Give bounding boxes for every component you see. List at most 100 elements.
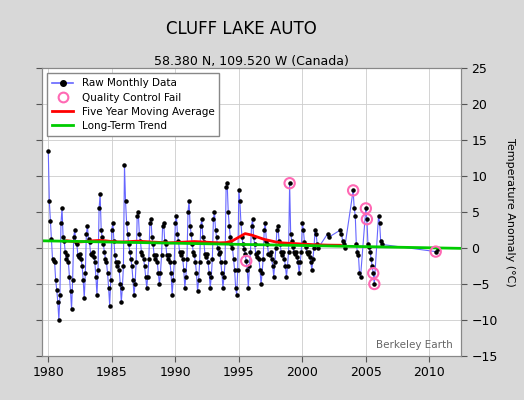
Point [221,259,230,266]
Point [58,205,66,212]
Point [261,220,269,226]
Point [121,162,129,168]
Point [210,209,219,215]
Point [158,223,167,230]
Point [146,220,154,226]
Point [297,248,305,255]
Point [191,259,200,266]
Point [364,241,372,248]
Point [304,248,313,255]
Point [176,248,184,255]
Point [195,259,204,266]
Point [289,243,297,250]
Point [174,238,183,244]
Point [128,263,136,269]
Point [141,274,150,280]
Point [86,250,95,257]
Point [237,220,245,226]
Point [132,259,140,266]
Point [138,252,147,258]
Point [256,266,264,273]
Point [97,227,105,233]
Point [363,216,371,222]
Point [201,250,209,257]
Point [122,198,130,204]
Point [362,205,370,212]
Point [300,239,309,246]
Point [185,198,193,204]
Point [137,248,146,255]
Point [308,266,316,273]
Point [302,248,311,255]
Point [211,227,220,233]
Point [288,238,296,244]
Point [101,256,110,262]
Point [209,216,217,222]
Point [190,252,199,258]
Point [64,259,72,266]
Point [105,302,114,309]
Point [114,259,122,266]
Point [260,227,268,233]
Point [295,270,303,276]
Point [51,277,60,284]
Point [119,263,128,269]
Point [281,263,290,269]
Point [247,223,256,230]
Point [181,284,189,291]
Point [147,216,155,222]
Point [148,234,156,240]
Point [204,259,212,266]
Y-axis label: Temperature Anomaly (°C): Temperature Anomaly (°C) [505,138,515,286]
Point [263,241,271,248]
Point [311,227,319,233]
Point [166,259,174,266]
Point [245,263,254,269]
Point [351,212,359,219]
Point [60,238,68,244]
Point [274,223,282,230]
Point [280,256,289,262]
Point [336,227,345,233]
Point [44,148,52,154]
Point [341,245,349,251]
Point [375,220,384,226]
Point [74,252,82,258]
Point [216,259,225,266]
Point [292,248,300,255]
Point [219,284,227,291]
Point [293,254,301,260]
Point [103,270,112,276]
Point [184,209,192,215]
Point [307,259,315,266]
Point [144,274,152,280]
Point [131,281,139,287]
Point [432,248,440,255]
Point [140,263,149,269]
Title: 58.380 N, 109.520 W (Canada): 58.380 N, 109.520 W (Canada) [154,55,349,68]
Point [126,248,134,255]
Point [238,234,246,240]
Point [153,259,161,266]
Point [154,270,162,276]
Point [349,187,357,194]
Point [129,277,137,284]
Point [117,299,126,305]
Point [206,284,214,291]
Point [59,234,67,240]
Point [79,277,88,284]
Point [368,263,376,269]
Point [130,292,138,298]
Point [143,284,151,291]
Point [68,306,76,312]
Point [255,256,263,262]
Point [152,252,160,258]
Point [200,239,208,246]
Point [198,216,206,222]
Point [266,248,275,255]
Point [62,256,70,262]
Point [233,292,241,298]
Point [96,191,104,197]
Point [167,270,175,276]
Point [207,274,215,280]
